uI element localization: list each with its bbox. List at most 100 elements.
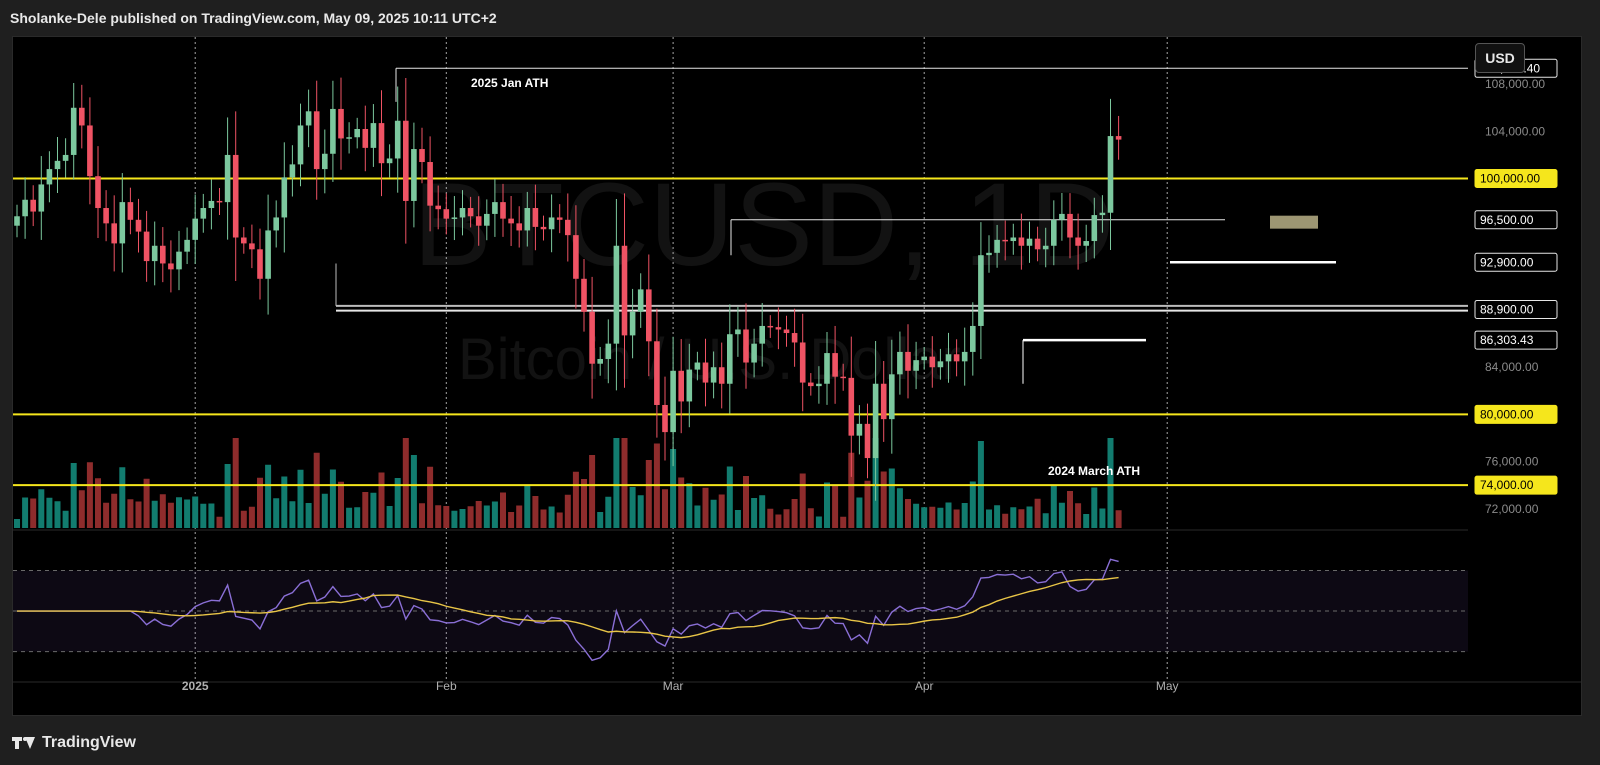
volume-bar xyxy=(856,497,863,528)
volume-bar xyxy=(281,476,288,528)
volume-bar xyxy=(321,493,328,528)
volume-bar xyxy=(759,495,766,528)
volume-bar xyxy=(670,449,677,528)
candle-body xyxy=(135,219,142,232)
candle-body xyxy=(281,177,288,218)
chart-area[interactable]: BTCUSD, 1D Bitcoin / U.S. Dollar 80.0060… xyxy=(12,36,1582,716)
candle-body xyxy=(629,311,636,336)
candle-body xyxy=(168,263,174,270)
candle-body xyxy=(735,329,741,335)
volume-bar xyxy=(961,503,968,528)
candle-body xyxy=(978,255,984,326)
price-label-box xyxy=(1474,299,1558,319)
candle-body xyxy=(289,164,296,178)
candle-body xyxy=(783,329,790,334)
volume-bar xyxy=(832,486,839,528)
candle-body xyxy=(87,125,93,177)
candle-body xyxy=(961,351,968,362)
candle-body xyxy=(548,217,555,230)
volume-bar xyxy=(46,497,53,528)
volume-bar xyxy=(726,466,733,528)
candle-body xyxy=(346,137,352,139)
annotation-jan-ath: 2025 Jan ATH xyxy=(471,76,548,90)
candle-body xyxy=(192,218,198,240)
candle-body xyxy=(994,239,1000,253)
price-label-box xyxy=(1474,475,1558,495)
volume-bar xyxy=(775,514,782,528)
volume-bar xyxy=(945,502,952,528)
volume-bar xyxy=(62,510,69,528)
volume-bar xyxy=(289,501,296,528)
price-label: 92,900.00 xyxy=(1480,255,1534,269)
candle-body xyxy=(654,341,660,405)
candle-body xyxy=(864,423,871,459)
candle-body xyxy=(694,362,701,370)
volume-bar xyxy=(532,496,539,528)
candle-body xyxy=(232,154,239,238)
price-label: 80,000.00 xyxy=(1480,407,1534,421)
volume-bar xyxy=(662,489,668,528)
candle-body xyxy=(767,325,774,328)
time-tick: Mar xyxy=(663,679,684,693)
volume-bar xyxy=(896,488,903,528)
volume-bar xyxy=(751,498,758,528)
volume-bar xyxy=(54,501,61,528)
candle-body xyxy=(411,149,417,201)
price-tick: 104,000.00 xyxy=(1485,124,1545,138)
candle-body xyxy=(1002,239,1008,242)
volume-bar xyxy=(581,479,587,528)
candle-body xyxy=(678,370,684,402)
volume-bar xyxy=(1115,510,1122,528)
candle-body xyxy=(394,120,401,159)
volume-bar xyxy=(119,467,126,528)
candle-body xyxy=(743,329,749,363)
volume-bar xyxy=(427,466,434,528)
currency-button[interactable]: USD xyxy=(1475,43,1525,73)
volume-bar xyxy=(1091,487,1098,528)
volume-bar xyxy=(500,492,506,528)
candle-body xyxy=(759,325,765,344)
candle-body xyxy=(816,383,822,387)
volume-bar xyxy=(483,505,490,528)
candle-body xyxy=(46,169,53,185)
candle-body xyxy=(370,123,377,148)
price-label-box xyxy=(1474,330,1558,350)
volume-bar xyxy=(1067,491,1073,528)
volume-bar xyxy=(410,455,417,528)
volume-bar xyxy=(103,502,110,528)
candle-body xyxy=(1099,212,1106,216)
candle-body xyxy=(492,202,498,214)
zone-box xyxy=(1270,215,1318,229)
candle-body xyxy=(581,278,587,312)
volume-bar xyxy=(451,510,458,528)
candle-body xyxy=(1051,219,1057,246)
volume-bar xyxy=(888,468,895,528)
volume-bar xyxy=(840,516,847,528)
volume-bar xyxy=(386,506,393,528)
volume-bar xyxy=(629,487,636,528)
candle-body xyxy=(79,107,85,126)
volume-bar xyxy=(548,506,555,528)
candle-body xyxy=(297,125,304,165)
candle-body xyxy=(111,223,117,244)
volume-bar xyxy=(1010,507,1017,528)
candle-body xyxy=(70,107,77,155)
candle-body xyxy=(467,208,474,217)
candle-body xyxy=(832,353,838,377)
candle-body xyxy=(686,369,693,402)
tradingview-logo-icon xyxy=(12,735,36,751)
chart-canvas[interactable]: BTCUSD, 1D Bitcoin / U.S. Dollar 80.0060… xyxy=(13,37,1581,715)
price-tick: 72,000.00 xyxy=(1485,502,1539,516)
volume-bar xyxy=(378,472,385,528)
candle-body xyxy=(508,218,514,224)
volume-bar xyxy=(824,482,830,528)
volume-bar xyxy=(419,503,425,528)
candle-body xyxy=(775,327,782,330)
volume-bar xyxy=(95,478,101,528)
price-label: 86,303.43 xyxy=(1480,333,1534,347)
candle-body xyxy=(1026,238,1033,246)
volume-bar xyxy=(1099,508,1106,528)
volume-bar xyxy=(265,464,272,528)
volume-bar xyxy=(524,485,531,528)
candle-body xyxy=(929,356,936,368)
